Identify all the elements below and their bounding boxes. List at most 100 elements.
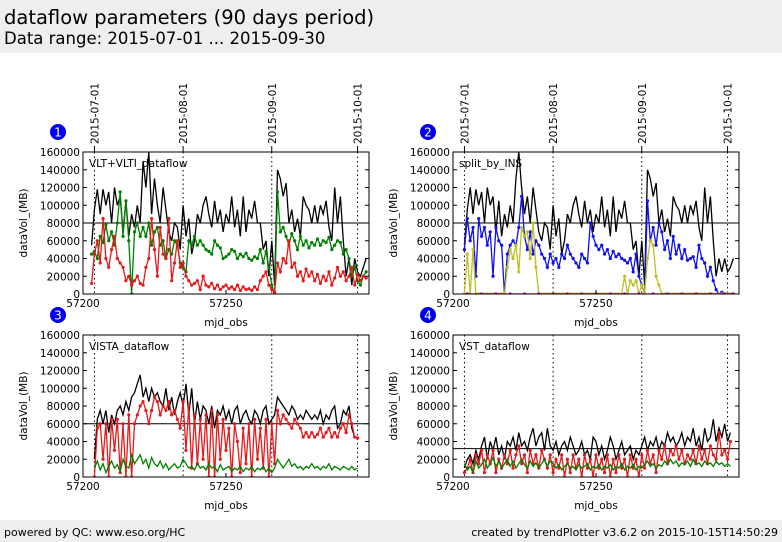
data-point	[250, 288, 254, 293]
data-point	[284, 234, 288, 238]
data-point	[480, 448, 484, 452]
data-point	[468, 457, 472, 461]
data-point	[264, 270, 268, 274]
data-point	[491, 448, 495, 452]
data-point	[253, 255, 257, 259]
data-point	[293, 239, 297, 243]
data-point	[238, 252, 242, 256]
data-point	[677, 457, 681, 461]
data-point	[697, 243, 701, 247]
y-tick-label: 160000	[410, 147, 450, 159]
data-point	[138, 234, 142, 238]
data-point	[290, 426, 294, 430]
data-point	[505, 265, 509, 269]
x-axis-label: mjd_obs	[204, 500, 248, 512]
data-point	[293, 417, 297, 421]
data-point	[118, 261, 122, 265]
data-point	[104, 422, 108, 426]
data-point	[187, 239, 191, 243]
data-point	[132, 279, 137, 283]
data-point	[241, 255, 245, 259]
y-tick-label: 60000	[417, 236, 450, 248]
data-point	[482, 470, 487, 475]
data-point	[617, 252, 621, 256]
data-point	[708, 265, 713, 269]
data-point	[651, 453, 655, 457]
data-point	[628, 453, 632, 457]
data-point	[700, 457, 704, 461]
chart-panel-3: 0 20000 40000 60000 80000 100000 120000 140000 1…	[18, 307, 370, 512]
data-point	[663, 248, 667, 252]
chart-panel-1: 2015-07-01 2015-08-01 2015-09-01 2015-10-01…	[18, 83, 370, 329]
data-point	[720, 453, 724, 457]
data-point	[568, 252, 572, 256]
data-point	[210, 281, 214, 285]
panel-label: VST_dataflow	[459, 341, 530, 353]
y-tick-label: 60000	[47, 236, 80, 248]
data-point	[540, 448, 544, 452]
data-point	[127, 413, 131, 417]
data-point	[634, 252, 638, 256]
data-point	[651, 243, 655, 247]
data-point	[703, 261, 707, 265]
data-point	[150, 408, 154, 413]
data-point	[608, 256, 612, 261]
data-point	[725, 457, 730, 461]
data-point	[534, 239, 538, 243]
x-tick-label: 57250	[579, 298, 612, 310]
data-point	[344, 279, 348, 283]
data-point	[164, 256, 168, 261]
data-point	[250, 258, 254, 262]
date-tick-label: 2015-09-01	[267, 83, 279, 144]
data-point	[605, 453, 610, 457]
data-point	[115, 417, 119, 421]
data-point	[101, 457, 105, 461]
data-point	[218, 457, 222, 461]
data-point	[353, 265, 357, 269]
data-point	[92, 252, 97, 256]
data-point	[520, 462, 524, 466]
page-title: dataflow parameters (90 days period)	[4, 6, 375, 29]
data-point	[643, 466, 647, 470]
data-point	[204, 283, 208, 287]
data-point	[648, 239, 652, 243]
data-point	[318, 426, 322, 430]
data-point	[247, 287, 251, 291]
y-tick-label: 20000	[47, 271, 80, 283]
data-point	[462, 470, 467, 475]
data-point	[230, 248, 234, 252]
data-point	[723, 448, 727, 452]
date-tick-label: 2015-08-01	[548, 83, 560, 144]
data-point	[144, 408, 148, 413]
data-point	[333, 243, 337, 247]
data-point	[315, 237, 320, 241]
data-point	[170, 279, 174, 283]
data-point	[290, 265, 294, 269]
data-point	[275, 261, 280, 265]
data-point	[144, 265, 148, 269]
data-point	[198, 239, 202, 243]
data-point	[104, 256, 108, 261]
data-point	[568, 470, 572, 475]
data-point	[141, 283, 145, 287]
data-point	[497, 239, 501, 243]
data-point	[344, 431, 348, 435]
data-point	[227, 287, 231, 291]
data-point	[657, 283, 661, 287]
data-point	[152, 395, 157, 399]
data-point	[508, 243, 512, 247]
data-point	[347, 413, 351, 417]
y-tick-label: 160000	[410, 330, 450, 342]
x-tick-label: 57250	[209, 481, 242, 493]
data-point	[147, 256, 151, 261]
data-point	[112, 234, 117, 238]
data-point	[654, 243, 658, 247]
series-line-black	[463, 419, 732, 469]
data-point	[295, 274, 300, 278]
data-point	[158, 413, 162, 417]
data-point	[514, 453, 518, 457]
y-axis-label: dataVol_(MB)	[388, 188, 400, 257]
data-point	[697, 444, 701, 448]
data-point	[355, 436, 360, 440]
data-point	[95, 256, 99, 261]
